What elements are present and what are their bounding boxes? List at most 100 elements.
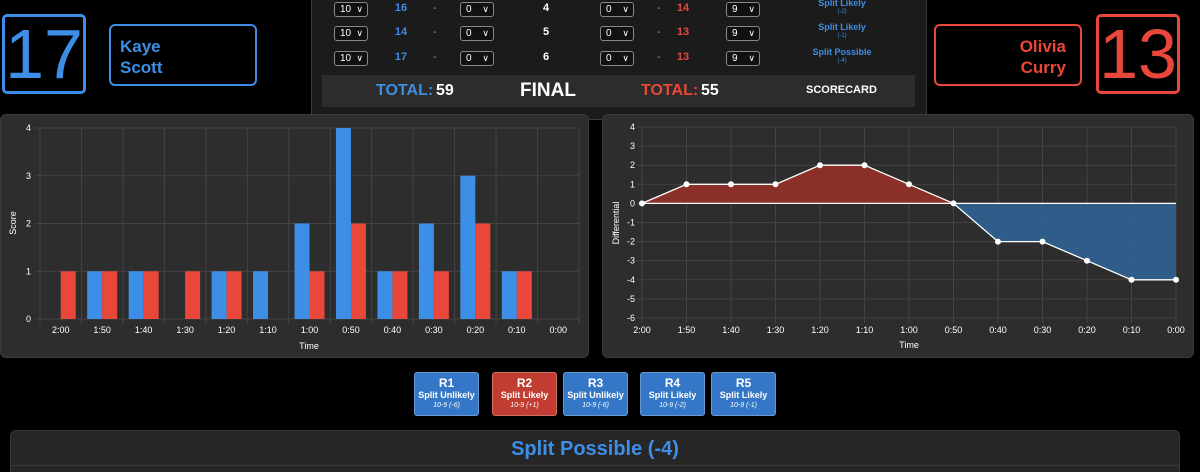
y-tick-label: 0: [26, 314, 31, 324]
differential-point: [1173, 276, 1179, 283]
y-tick-label: 3: [630, 141, 635, 151]
differential-point: [950, 200, 957, 207]
red-deduction-select[interactable]: 0: [600, 26, 634, 41]
round-button-r1[interactable]: R1 Split Unlikely 10-9 (-6): [414, 372, 479, 416]
blue-score-select[interactable]: 10: [334, 51, 368, 66]
scorecard-row: 10 17 - 0 6 0 - 13 9 Split Possible(-4): [312, 47, 928, 70]
separator: -: [433, 26, 437, 38]
red-round-total: 13: [676, 26, 690, 38]
round-note-diff: (-1): [837, 33, 847, 39]
blue-total-label: TOTAL:: [376, 82, 434, 99]
blue-score: 17: [2, 14, 86, 94]
red-score-select[interactable]: 9: [726, 2, 760, 17]
red-score-select[interactable]: 9: [726, 51, 760, 66]
differential-chart: 2:00 1:50 1:40 1:30 1:20 1:10 1:00 0:50 0:40 0:30…: [611, 122, 1185, 350]
y-tick-label: 4: [630, 122, 635, 132]
round-button-r5[interactable]: R5 Split Likely 10-9 (-1): [711, 372, 776, 416]
scorecard-link[interactable]: SCORECARD: [806, 84, 877, 96]
x-tick-label: 1:50: [93, 325, 111, 335]
differential-point: [683, 181, 690, 188]
x-tick-label: 0:20: [1078, 325, 1096, 335]
blue-deduction-select[interactable]: 0: [460, 2, 494, 17]
blue-score-select[interactable]: 10: [334, 26, 368, 41]
x-tick-label: 1:40: [135, 325, 153, 335]
blue-round-total: 17: [394, 51, 408, 63]
x-tick-label: 2:00: [633, 325, 651, 335]
blue-score-bar: [377, 271, 393, 319]
red-round-total: 13: [676, 51, 690, 63]
round-note: Split Likely (-2): [787, 0, 897, 16]
round-button-r4[interactable]: R4 Split Likely 10-9 (-2): [640, 372, 705, 416]
red-deduction-select[interactable]: 0: [600, 2, 634, 17]
blue-fighter-name: Kaye Scott: [109, 24, 257, 86]
y-axis-title: Score: [8, 211, 18, 235]
red-score-bar: [350, 223, 366, 319]
round-label: R2: [516, 376, 533, 390]
x-tick-label: 0:00: [1167, 325, 1185, 335]
scorecard-row: 10 14 - 0 5 0 - 13 9 Split Likely(-1): [312, 22, 928, 45]
scorecard-panel: 1016-040-149Split Likely(-2)1014-050-139…: [311, 0, 927, 120]
blue-first-name: Kaye: [120, 37, 161, 56]
blue-deduction-select[interactable]: 0: [460, 51, 494, 66]
round-status: Split Unlikely: [418, 390, 475, 400]
y-tick-label: 4: [26, 123, 31, 133]
round-note: Split Likely (-1): [787, 22, 897, 40]
round-label: R1: [438, 376, 455, 390]
blue-score-bar: [335, 128, 351, 319]
blue-score-bar: [87, 271, 103, 319]
round-note-label: Split Possible: [812, 47, 872, 57]
blue-deduction-select[interactable]: 0: [460, 26, 494, 41]
red-fighter-name: Olivia Curry: [934, 24, 1082, 86]
scorecard-row: 10 16 - 0 4 0 - 14 9 Split Likely(-2): [312, 0, 928, 21]
score-bar-chart-panel: 0 1 2 3 4 2:00 1:50 1:40 1:30 1:20 1:10 1:00 0:50 0:4…: [0, 114, 589, 358]
red-score-bar: [185, 271, 201, 319]
x-tick-label: 1:20: [218, 325, 236, 335]
x-tick-label: 0:40: [384, 325, 402, 335]
round-number: 6: [542, 51, 550, 63]
blue-score-bar: [253, 271, 269, 319]
red-round-total: 14: [676, 2, 690, 14]
y-tick-label: -5: [627, 294, 635, 304]
y-tick-label: 1: [26, 266, 31, 276]
round-button-r2[interactable]: R2 Split Likely 10-9 (+1): [492, 372, 557, 416]
differential-point: [906, 181, 912, 188]
red-score-bar: [143, 271, 159, 319]
red-score: 13: [1096, 14, 1180, 94]
round-button-r3[interactable]: R3 Split Unlikely 10-9 (-6): [563, 372, 628, 416]
round-note-diff: (-4): [837, 58, 847, 64]
red-score-select[interactable]: 9: [726, 26, 760, 41]
x-tick-label: 1:30: [176, 325, 194, 335]
round-label: R3: [587, 376, 604, 390]
red-score-bar: [102, 271, 118, 319]
differential-point: [995, 238, 1001, 245]
round-number: 4: [542, 2, 550, 14]
blue-score-select[interactable]: 10: [334, 2, 368, 17]
blue-last-name: Scott: [120, 58, 163, 77]
y-axis-title: Differential: [611, 202, 621, 245]
x-tick-label: 0:40: [989, 325, 1007, 335]
x-tick-label: 1:40: [722, 325, 740, 335]
y-tick-label: -6: [627, 313, 635, 323]
red-deduction-select[interactable]: 0: [600, 51, 634, 66]
round-status: Split Likely: [648, 390, 697, 400]
x-tick-label: 1:00: [301, 325, 319, 335]
x-axis-title: Time: [299, 341, 319, 351]
separator: -: [433, 2, 437, 14]
blue-score-bar: [418, 223, 434, 319]
x-axis-title: Time: [899, 340, 919, 350]
score-bar-chart: 0 1 2 3 4 2:00 1:50 1:40 1:30 1:20 1:10 1:00 0:50 0:4…: [8, 123, 580, 351]
separator: -: [657, 51, 661, 63]
x-tick-label: 1:00: [900, 325, 918, 335]
round-detail: 10-9 (+1): [510, 402, 539, 409]
y-tick-label: 2: [26, 219, 31, 229]
round-note-label: Split Likely: [818, 22, 866, 32]
negative-area: [642, 203, 1176, 280]
x-tick-label: 0:10: [508, 325, 526, 335]
x-tick-label: 2:00: [52, 325, 70, 335]
red-score-bar: [392, 271, 408, 319]
verdict-divider: [11, 465, 1179, 466]
blue-score-bar: [460, 175, 476, 319]
differential-point: [639, 200, 645, 207]
red-total-label: TOTAL:: [641, 82, 699, 99]
blue-score-bar: [294, 223, 310, 319]
